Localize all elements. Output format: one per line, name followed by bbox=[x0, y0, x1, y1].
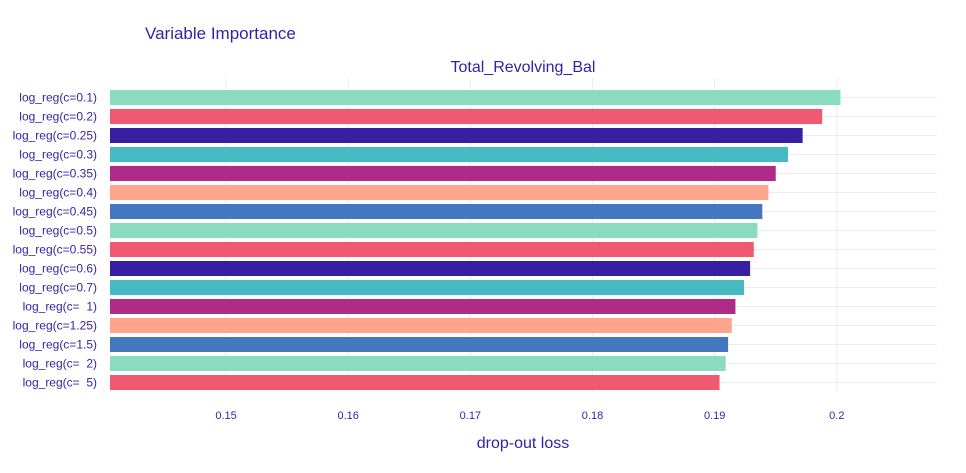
category-label: log_reg(c= 5) bbox=[23, 376, 97, 390]
x-tick-label: 0.2 bbox=[829, 410, 844, 422]
category-label: log_reg(c=1.5) bbox=[19, 338, 97, 352]
bar[interactable] bbox=[110, 109, 823, 124]
bar[interactable] bbox=[110, 299, 736, 314]
category-label: log_reg(c=0.7) bbox=[19, 281, 97, 295]
category-label: log_reg(c=0.3) bbox=[19, 148, 97, 162]
x-tick-label: 0.17 bbox=[460, 410, 481, 422]
chart-title: Variable Importance bbox=[145, 24, 296, 43]
x-tick-label: 0.15 bbox=[215, 410, 236, 422]
category-label: log_reg(c=0.4) bbox=[19, 186, 97, 200]
chart-subtitle: Total_Revolving_Bal bbox=[451, 59, 596, 76]
x-axis-label: drop-out loss bbox=[477, 435, 570, 452]
bar[interactable] bbox=[110, 375, 720, 390]
bar[interactable] bbox=[110, 166, 776, 181]
category-label: log_reg(c=0.55) bbox=[13, 243, 97, 257]
bar[interactable] bbox=[110, 261, 751, 276]
category-label: log_reg(c=0.5) bbox=[19, 224, 97, 238]
category-label: log_reg(c=0.45) bbox=[13, 205, 97, 219]
bar[interactable] bbox=[110, 223, 758, 238]
bar[interactable] bbox=[110, 318, 732, 333]
x-tick-label: 0.18 bbox=[582, 410, 603, 422]
category-label: log_reg(c=0.25) bbox=[13, 129, 97, 143]
category-label: log_reg(c=0.35) bbox=[13, 167, 97, 181]
bar[interactable] bbox=[110, 185, 769, 200]
category-label: log_reg(c=0.1) bbox=[19, 91, 97, 105]
bar[interactable] bbox=[110, 128, 803, 143]
category-label: log_reg(c= 1) bbox=[23, 300, 97, 314]
category-label: log_reg(c=0.6) bbox=[19, 262, 97, 276]
x-tick-labels: 0.15 0.16 0.17 0.18 0.19 0.2 bbox=[215, 410, 844, 422]
category-label: log_reg(c=0.2) bbox=[19, 110, 97, 124]
x-tick-label: 0.16 bbox=[337, 410, 358, 422]
category-labels: log_reg(c=0.1) log_reg(c=0.2) log_reg(c=0.… bbox=[13, 91, 97, 390]
bar[interactable] bbox=[110, 242, 754, 257]
bar[interactable] bbox=[110, 90, 841, 105]
x-tick-label: 0.19 bbox=[704, 410, 725, 422]
category-label: log_reg(c= 2) bbox=[23, 357, 97, 371]
category-label: log_reg(c=1.25) bbox=[13, 319, 97, 333]
bar[interactable] bbox=[110, 280, 744, 295]
bar[interactable] bbox=[110, 356, 726, 371]
bar[interactable] bbox=[110, 204, 763, 219]
bar[interactable] bbox=[110, 147, 788, 162]
bars-layer bbox=[110, 90, 841, 390]
bar[interactable] bbox=[110, 337, 729, 352]
